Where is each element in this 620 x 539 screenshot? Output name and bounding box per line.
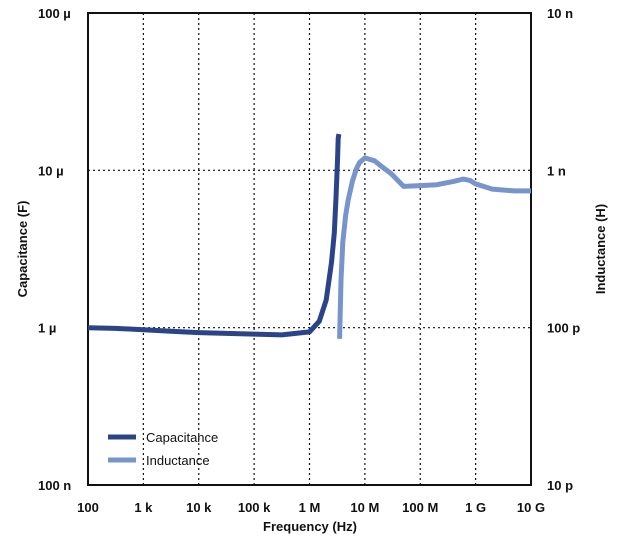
series-layer	[87, 133, 531, 339]
series-line-capacitance	[87, 133, 342, 338]
y-right-tick-labels: 10 p 100 p 1 n 10 n	[547, 6, 580, 493]
x-tick-label: 10 k	[186, 500, 212, 515]
series-line-inductance	[337, 155, 531, 339]
y-left-tick-labels: 100 n 1 µ 10 µ 100 µ	[38, 6, 71, 493]
y-left-axis-title: Capacitance (F)	[15, 201, 30, 298]
plot-frame	[87, 12, 532, 486]
x-tick-label: 1 k	[134, 500, 153, 515]
x-axis-title: Frequency (Hz)	[263, 519, 357, 534]
y-right-tick-label: 100 p	[547, 321, 580, 336]
legend: Capacitance Inductance	[108, 430, 218, 468]
x-tick-label: 10 G	[517, 500, 545, 515]
x-tick-label: 100 M	[402, 500, 438, 515]
x-tick-label: 1 G	[465, 500, 486, 515]
y-right-axis-title: Inductance (H)	[593, 204, 608, 294]
x-tick-label: 10 M	[350, 500, 379, 515]
x-tick-label: 100 k	[238, 500, 271, 515]
grid-lines	[88, 13, 531, 485]
y-left-tick-label: 1 µ	[38, 321, 56, 336]
y-left-tick-label: 100 µ	[38, 6, 71, 21]
x-tick-label: 100	[77, 500, 99, 515]
y-right-tick-label: 10 n	[547, 6, 573, 21]
y-right-tick-label: 1 n	[547, 163, 566, 178]
y-left-tick-label: 100 n	[38, 478, 71, 493]
y-right-tick-label: 10 p	[547, 478, 573, 493]
x-tick-labels: 100 1 k 10 k 100 k 1 M 10 M 100 M 1 G 10 G	[77, 500, 545, 515]
x-tick-label: 1 M	[299, 500, 321, 515]
y-left-tick-label: 10 µ	[38, 163, 64, 178]
legend-label-capacitance: Capacitance	[146, 430, 218, 445]
legend-label-inductance: Inductance	[146, 453, 210, 468]
